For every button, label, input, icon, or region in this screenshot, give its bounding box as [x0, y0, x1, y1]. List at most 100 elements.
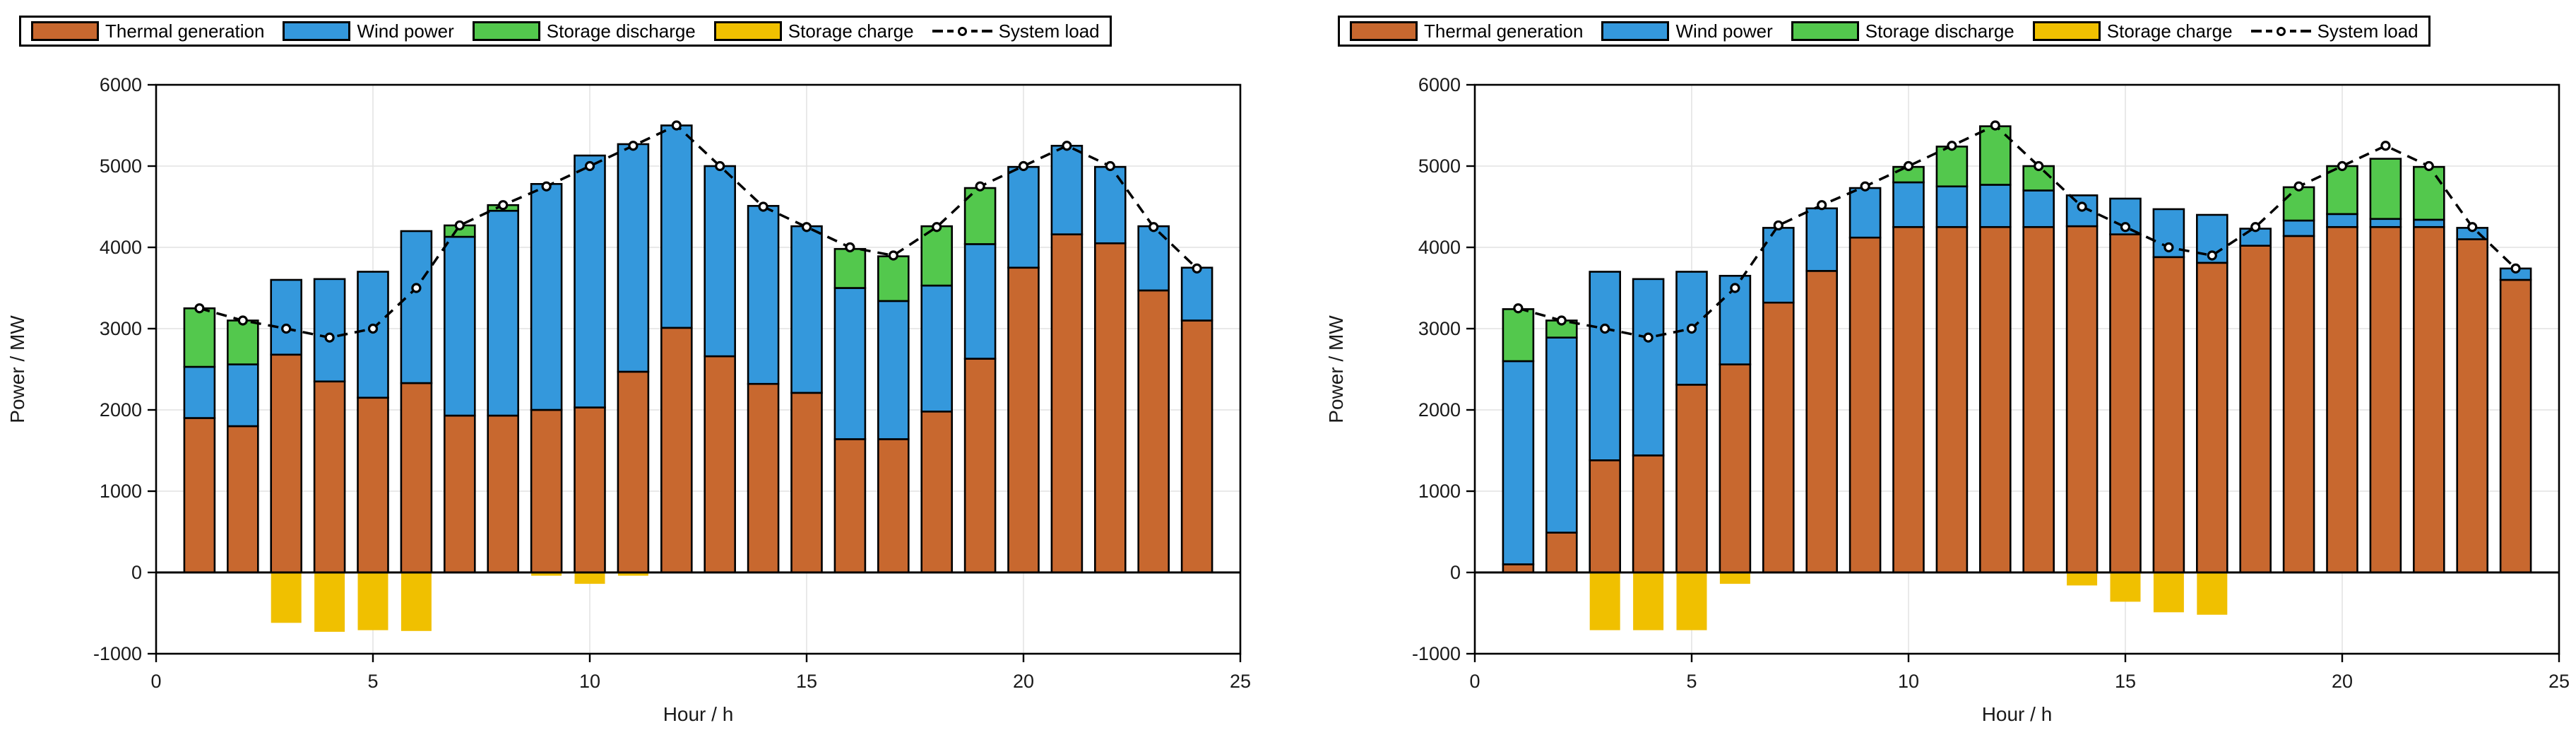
y-tick-label: -1000 [93, 643, 142, 664]
bar-segment-wind-bar [183, 365, 216, 419]
x-tick-label: 10 [579, 671, 600, 692]
system-load-marker [2250, 222, 2261, 233]
bar-segment-thermal-bar [1545, 531, 1578, 574]
wind-swatch-icon [1601, 21, 1670, 41]
system-load-marker [1556, 315, 1567, 326]
legend-label: Storage discharge [1865, 20, 2014, 42]
x-tick-label: 15 [2115, 671, 2136, 692]
right-chart-svg: 0 5 10 15 20 25 -1000 0 1000 2000 3000 4000 5000 6000… [1325, 74, 2570, 725]
bar-segment-thermal-bar [2065, 225, 2099, 574]
bar-segment-wind-bar [1675, 271, 1708, 386]
bar-segment-thermal-bar [313, 380, 346, 574]
legend-label: Thermal generation [1424, 20, 1584, 42]
system-load-marker [1730, 283, 1740, 293]
x-tick-label: 0 [1469, 671, 1480, 692]
system-load-marker [2423, 160, 2434, 172]
bar-segment-charge-bar [1676, 572, 1707, 630]
system-load-marker [2034, 160, 2044, 172]
thermal-swatch-icon [31, 21, 99, 41]
dashed-line-marker-icon [932, 26, 992, 36]
bar-segment-charge-bar [2067, 572, 2098, 586]
legend-item-discharge: Storage discharge [1791, 21, 2014, 41]
bar-segment-wind-bar [963, 243, 997, 360]
bar-segment-thermal-bar [660, 327, 693, 574]
bar-segment-thermal-bar [1762, 301, 1795, 574]
bar-segment-thermal-bar [2196, 261, 2228, 574]
x-tick-label: 20 [2332, 671, 2353, 692]
system-load-marker [367, 323, 379, 334]
bar-segment-discharge-bar [2282, 186, 2315, 222]
bar-segment-charge-bar [357, 572, 388, 630]
bar-segment-charge-bar [617, 572, 648, 576]
bar-segment-wind-bar [1762, 227, 1795, 304]
bar-segment-thermal-bar [2456, 238, 2488, 574]
y-tick-label: 3000 [100, 318, 142, 339]
bar-segment-wind-bar [2022, 189, 2055, 228]
bar-segment-discharge-bar [877, 255, 910, 302]
bar-segment-thermal-bar [790, 392, 823, 574]
bar-segment-thermal-bar [1675, 384, 1708, 574]
system-load-marker [2293, 181, 2304, 192]
system-load-marker [1513, 303, 1524, 314]
bar-segment-thermal-bar [1502, 563, 1535, 574]
legend-right: Thermal generation Wind power Storage di… [1338, 16, 2430, 47]
bar-segment-thermal-bar [963, 358, 997, 574]
system-load-line [198, 124, 1198, 339]
x-tick-label: 10 [1898, 671, 1919, 692]
bar-segment-discharge-bar [183, 307, 216, 368]
bar-segment-wind-bar [1979, 184, 2012, 228]
bar-segment-discharge-bar [1502, 308, 1535, 363]
bar-segment-thermal-bar [1007, 266, 1040, 574]
bar-segment-charge-bar [2110, 572, 2141, 602]
bar-segment-thermal-bar [2413, 225, 2445, 574]
bar-segment-thermal-bar [444, 414, 476, 574]
legend-label: Thermal generation [105, 20, 265, 42]
bar-segment-thermal-bar [270, 353, 302, 574]
system-load-marker [1947, 141, 1957, 151]
legend-label: Wind power [1675, 20, 1773, 42]
bar-segment-wind-bar [1805, 207, 1838, 272]
bar-segment-wind-bar [790, 225, 823, 394]
thermal-swatch-icon [1350, 21, 1418, 41]
system-load-marker [888, 250, 898, 261]
bar-segment-charge-bar [2197, 572, 2228, 615]
system-load-marker [628, 141, 639, 151]
bar-segment-thermal-bar [747, 382, 780, 574]
y-tick-label: 5000 [1418, 155, 1461, 177]
system-load-marker [1817, 200, 1827, 211]
bar-segment-wind-bar [2326, 213, 2358, 228]
y-tick-label: 3000 [1418, 318, 1461, 339]
y-tick-label: 2000 [100, 399, 142, 421]
bar-segment-wind-bar [1719, 274, 1752, 365]
bar-segment-thermal-bar [400, 382, 433, 574]
bar-segment-wind-bar [2369, 218, 2402, 228]
bar-segment-thermal-bar [1050, 233, 1084, 574]
system-load-marker [932, 222, 942, 233]
system-load-marker [2380, 141, 2391, 151]
y-tick-label: 0 [1450, 562, 1461, 583]
x-tick-label: 15 [796, 671, 817, 692]
bar-segment-wind-bar [400, 230, 433, 384]
y-axis-label: Power / MW [1325, 315, 1347, 423]
bar-segment-wind-bar [574, 154, 606, 408]
bar-segment-charge-bar [1633, 572, 1664, 630]
bar-segment-thermal-bar [183, 417, 216, 574]
system-load-marker [758, 201, 768, 212]
y-tick-label: 4000 [1418, 237, 1461, 258]
system-load-marker [1148, 222, 1159, 233]
bar-segment-charge-bar [1589, 572, 1620, 630]
bar-segment-charge-bar [400, 572, 432, 631]
system-load-marker [411, 283, 422, 293]
charge-swatch-icon [713, 21, 782, 41]
bar-segment-thermal-bar [2152, 256, 2185, 574]
bar-segment-discharge-bar [2369, 158, 2402, 220]
legend-item-charge: Storage charge [2032, 21, 2233, 41]
bar-segment-discharge-bar [2413, 165, 2445, 221]
x-axis-label: Hour / h [663, 703, 734, 725]
bar-segment-thermal-bar [2239, 245, 2272, 574]
system-load-marker [1686, 323, 1697, 334]
legend-item-load: System load [2250, 22, 2418, 40]
system-load-marker [324, 332, 335, 343]
system-load-marker [584, 160, 595, 172]
